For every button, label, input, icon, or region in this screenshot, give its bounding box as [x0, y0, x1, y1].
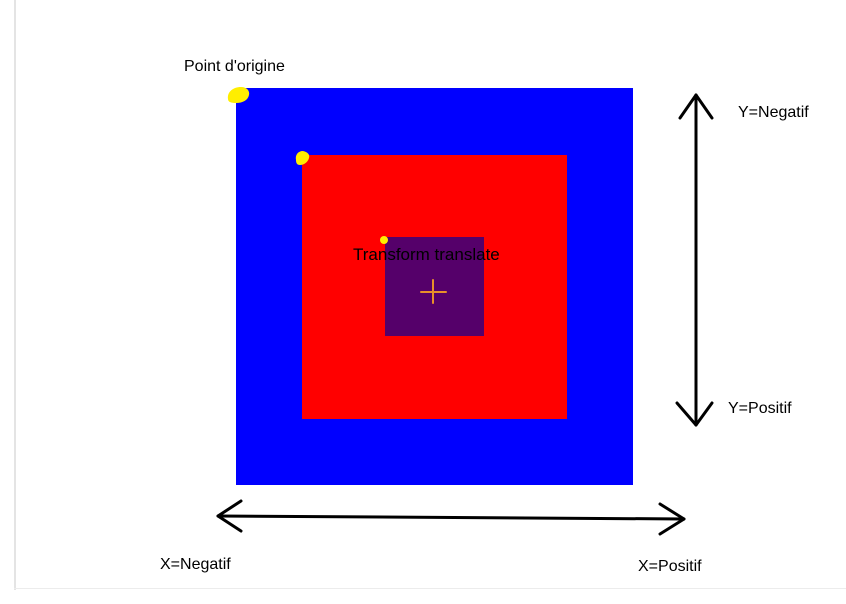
left-page-edge: [14, 0, 16, 590]
x-axis-arrow-icon: [216, 499, 686, 536]
origin-label: Point d'origine: [184, 58, 285, 75]
x-positive-label: X=Positif: [638, 558, 702, 575]
y-axis-arrow-icon: [675, 93, 714, 427]
y-negative-label: Y=Negatif: [738, 104, 809, 121]
inner-square: [385, 237, 484, 336]
x-negative-label: X=Negatif: [160, 556, 231, 573]
y-positive-label: Y=Positif: [728, 400, 792, 417]
translate-label: Transform translate: [353, 245, 500, 264]
bottom-page-edge: [14, 588, 846, 589]
